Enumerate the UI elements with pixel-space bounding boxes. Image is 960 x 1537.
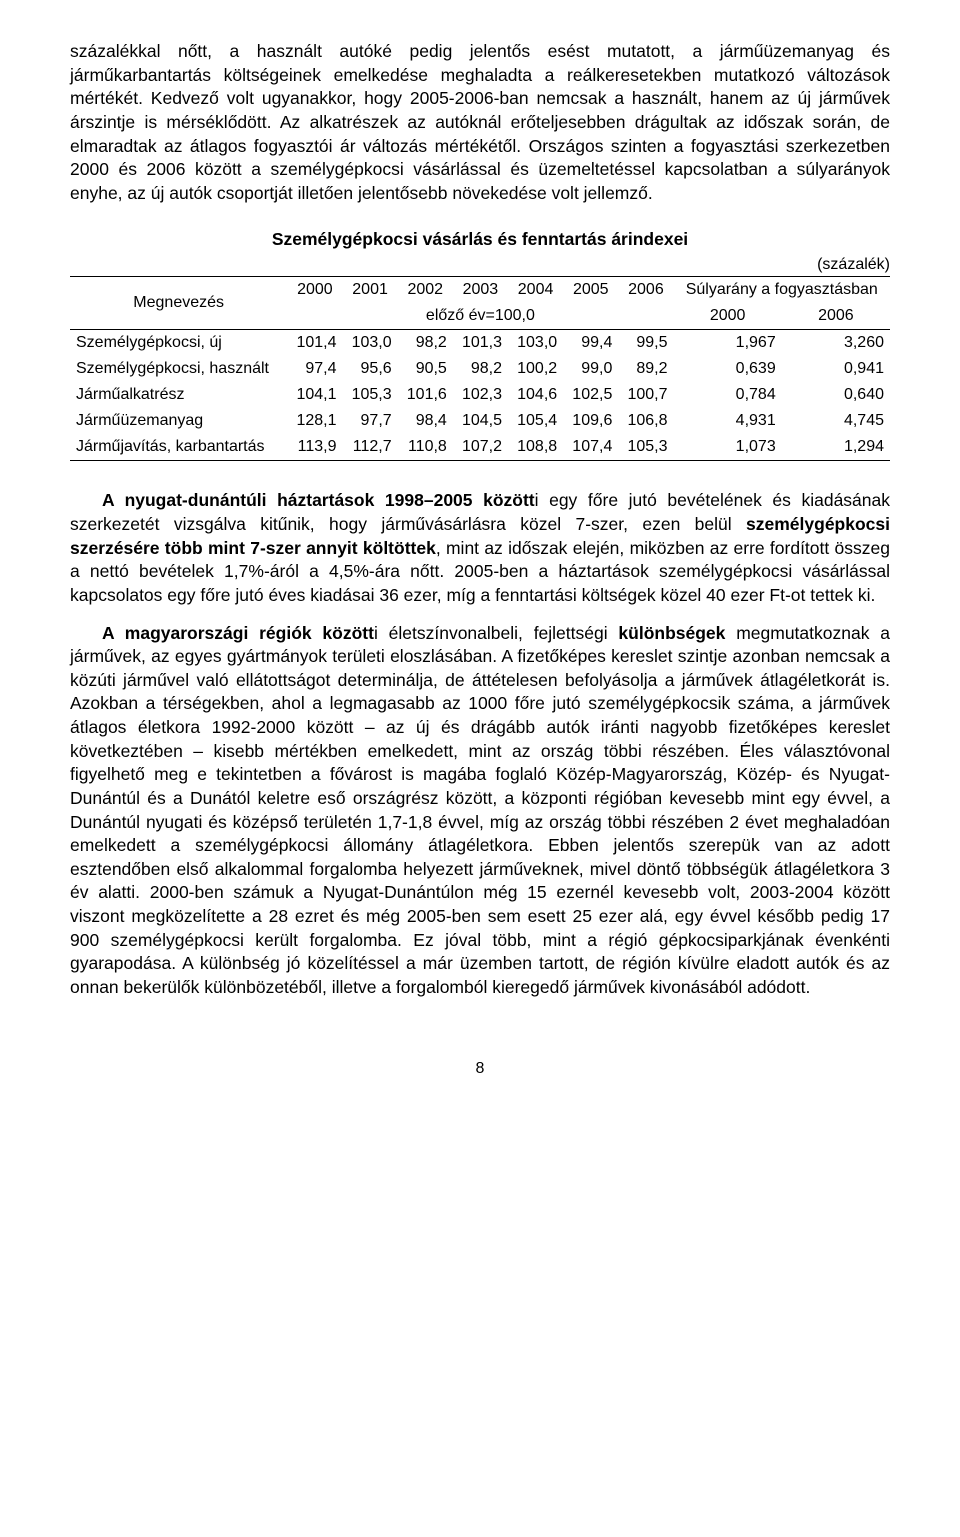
cell: 102,3 <box>453 382 508 408</box>
row-label: Személygépkocsi, új <box>70 330 287 357</box>
col-header-year-6: 2006 <box>618 277 673 304</box>
cell: 100,7 <box>618 382 673 408</box>
cell: 0,639 <box>674 356 782 382</box>
cell: 108,8 <box>508 434 563 461</box>
bold-span: különbségek <box>618 623 725 643</box>
cell: 98,2 <box>453 356 508 382</box>
cell: 97,7 <box>342 408 397 434</box>
cell: 100,2 <box>508 356 563 382</box>
cell: 98,4 <box>398 408 453 434</box>
cell: 101,6 <box>398 382 453 408</box>
table-row: Járműalkatrész 104,1 105,3 101,6 102,3 1… <box>70 382 890 408</box>
cell: 105,4 <box>508 408 563 434</box>
cell: 0,784 <box>674 382 782 408</box>
cell: 3,260 <box>782 330 890 357</box>
table-row: Járműüzemanyag 128,1 97,7 98,4 104,5 105… <box>70 408 890 434</box>
cell: 101,3 <box>453 330 508 357</box>
text-span: i életszínvonalbeli, fejlettségi <box>374 623 618 643</box>
cell: 105,3 <box>618 434 673 461</box>
table-row: Járműjavítás, karbantartás 113,9 112,7 1… <box>70 434 890 461</box>
cell: 99,4 <box>563 330 618 357</box>
cell: 102,5 <box>563 382 618 408</box>
col-header-year-4: 2004 <box>508 277 563 304</box>
row-label: Járműjavítás, karbantartás <box>70 434 287 461</box>
cell: 0,640 <box>782 382 890 408</box>
cell: 128,1 <box>287 408 342 434</box>
table-row: Személygépkocsi, használt 97,4 95,6 90,5… <box>70 356 890 382</box>
col-header-sulyarany: Súlyarány a fogyasztásban <box>674 277 890 304</box>
cell: 90,5 <box>398 356 453 382</box>
cell: 112,7 <box>342 434 397 461</box>
col-header-year-1: 2001 <box>342 277 397 304</box>
cell: 103,0 <box>342 330 397 357</box>
cell: 4,745 <box>782 408 890 434</box>
paragraph-2: A nyugat-dunántúli háztartások 1998–2005… <box>70 489 890 607</box>
cell: 0,941 <box>782 356 890 382</box>
cell: 106,8 <box>618 408 673 434</box>
table-title: Személygépkocsi vásárlás és fenntartás á… <box>70 229 890 250</box>
table-row: Személygépkocsi, új 101,4 103,0 98,2 101… <box>70 330 890 357</box>
cell: 113,9 <box>287 434 342 461</box>
price-index-table: Megnevezés 2000 2001 2002 2003 2004 2005… <box>70 276 890 461</box>
cell: 99,0 <box>563 356 618 382</box>
row-label: Járműüzemanyag <box>70 408 287 434</box>
text-span: megmutatkoznak a járművek, az egyes gyár… <box>70 623 890 997</box>
cell: 4,931 <box>674 408 782 434</box>
table-unit: (százalék) <box>70 256 890 274</box>
cell: 1,967 <box>674 330 782 357</box>
cell: 107,2 <box>453 434 508 461</box>
cell: 99,5 <box>618 330 673 357</box>
col-header-year-5: 2005 <box>563 277 618 304</box>
page-number: 8 <box>70 1060 890 1078</box>
col-header-year-2: 2002 <box>398 277 453 304</box>
cell: 1,294 <box>782 434 890 461</box>
cell: 104,1 <box>287 382 342 408</box>
paragraph-1: százalékkal nőtt, a használt autóké pedi… <box>70 40 890 205</box>
cell: 98,2 <box>398 330 453 357</box>
bold-span: A magyarországi régiók között <box>102 623 374 643</box>
cell: 95,6 <box>342 356 397 382</box>
cell: 101,4 <box>287 330 342 357</box>
row-label: Személygépkocsi, használt <box>70 356 287 382</box>
col-header-megnevezes: Megnevezés <box>70 277 287 330</box>
cell: 105,3 <box>342 382 397 408</box>
cell: 110,8 <box>398 434 453 461</box>
subheader-right-0: 2000 <box>674 303 782 330</box>
cell: 107,4 <box>563 434 618 461</box>
cell: 103,0 <box>508 330 563 357</box>
subheader-right-1: 2006 <box>782 303 890 330</box>
paragraph-3: A magyarországi régiók közötti életszínv… <box>70 622 890 1000</box>
col-header-year-3: 2003 <box>453 277 508 304</box>
col-header-year-0: 2000 <box>287 277 342 304</box>
bold-span: A nyugat-dunántúli háztartások 1998–2005… <box>102 490 535 510</box>
row-label: Járműalkatrész <box>70 382 287 408</box>
cell: 104,6 <box>508 382 563 408</box>
page-container: százalékkal nőtt, a használt autóké pedi… <box>0 0 960 1118</box>
subheader-left: előző év=100,0 <box>287 303 673 330</box>
cell: 89,2 <box>618 356 673 382</box>
cell: 97,4 <box>287 356 342 382</box>
cell: 1,073 <box>674 434 782 461</box>
cell: 109,6 <box>563 408 618 434</box>
cell: 104,5 <box>453 408 508 434</box>
